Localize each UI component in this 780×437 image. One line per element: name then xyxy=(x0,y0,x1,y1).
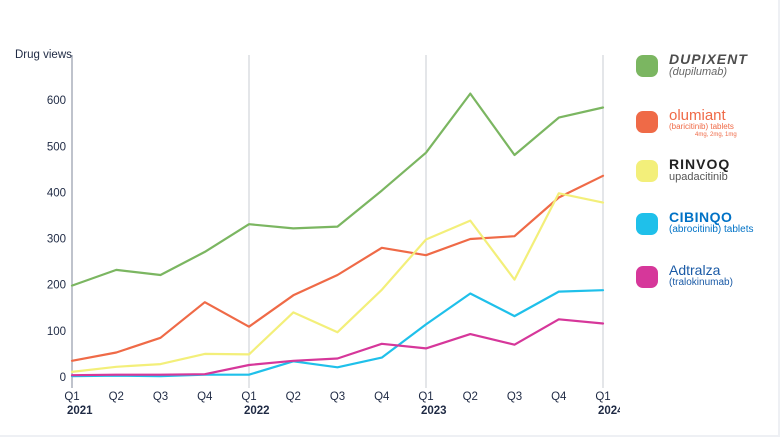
legend-brand-rinvoq: RINVOQ upadacitinib xyxy=(669,157,730,183)
legend-item-cibinqo: CIBINQO (abrocitinib) tablets xyxy=(636,210,776,240)
year-label: 2021 xyxy=(67,405,93,417)
x-tick-label: Q4 xyxy=(197,391,213,403)
legend-sublabel: (abrocitinib) tablets xyxy=(669,224,754,235)
year-label: 2023 xyxy=(421,405,447,417)
x-tick-label: Q1 xyxy=(595,391,610,403)
legend-brand-cibinqo: CIBINQO (abrocitinib) tablets xyxy=(669,210,753,235)
series-lines xyxy=(70,92,605,378)
legend-swatch-rinvoq xyxy=(636,160,658,182)
x-tick-label: Q4 xyxy=(374,391,390,403)
legend-item-olumiant: olumiant (baricitinib) tablets 4mg, 2mg, 1… xyxy=(636,108,776,138)
x-tick-label: Q1 xyxy=(241,391,256,403)
legend-label: olumiant xyxy=(669,107,726,124)
legend-item-adtralza: Adtralza (tralokinumab) xyxy=(636,263,776,293)
y-tick-label: 0 xyxy=(60,372,66,384)
x-tick-label: Q1 xyxy=(64,391,79,403)
series-line-rinvoq xyxy=(70,192,605,373)
legend-swatch-olumiant xyxy=(636,111,658,133)
y-axis-label: Drug views xyxy=(15,49,72,61)
frame-border-bottom xyxy=(0,435,780,437)
legend-label: RINVOQ xyxy=(669,156,731,172)
legend-sublabel: (dupilumab) xyxy=(669,66,728,78)
legend-sublabel: upadacitinib xyxy=(669,171,728,183)
x-tick-label: Q2 xyxy=(463,391,478,403)
legend-label: CIBINQO xyxy=(669,209,733,225)
x-tick-label: Q2 xyxy=(109,391,124,403)
legend-label: DUPIXENT xyxy=(669,51,748,67)
legend-label: Adtralza xyxy=(669,262,721,278)
legend-brand-adtralza: Adtralza (tralokinumab) xyxy=(669,263,733,288)
x-axis: Q1 Q2 Q3 Q4 Q1 Q2 Q3 Q4 Q1 Q2 Q3 Q4 Q1 2021 2022 2023 20… xyxy=(64,391,620,417)
legend-swatch-dupixent xyxy=(636,55,658,77)
series-line-cibinqo xyxy=(70,289,605,378)
legend-brand-dupixent: DUPIXENT (dupilumab) xyxy=(669,52,748,78)
x-tick-label: Q4 xyxy=(551,391,567,403)
legend-brand-olumiant: olumiant (baricitinib) tablets 4mg, 2mg, 1… xyxy=(669,108,737,138)
x-tick-label: Q3 xyxy=(330,391,345,403)
y-tick-label: 300 xyxy=(47,234,66,246)
y-tick-label: 100 xyxy=(47,326,66,338)
frame-border-right xyxy=(778,0,780,437)
x-tick-label: Q2 xyxy=(286,391,301,403)
y-tick-label: 400 xyxy=(47,187,66,199)
x-tick-label: Q3 xyxy=(153,391,168,403)
y-axis-ticks: 0 100 200 300 400 500 600 xyxy=(47,95,66,384)
x-tick-label: Q3 xyxy=(507,391,522,403)
year-label: 2024 xyxy=(598,405,620,417)
series-line-dupixent xyxy=(70,92,605,287)
y-tick-label: 200 xyxy=(47,280,66,292)
legend-swatch-adtralza xyxy=(636,266,658,288)
legend-sublabel: (tralokinumab) xyxy=(669,277,733,288)
legend-note: 4mg, 2mg, 1mg xyxy=(695,131,737,138)
vertical-gridlines xyxy=(71,55,604,388)
legend-swatch-cibinqo xyxy=(636,213,658,235)
series-line-adtralza xyxy=(70,318,605,377)
y-tick-label: 600 xyxy=(47,95,66,107)
year-label: 2022 xyxy=(244,405,270,417)
legend-item-dupixent: DUPIXENT (dupilumab) xyxy=(636,52,776,82)
series-line-olumiant xyxy=(70,174,605,362)
y-tick-label: 500 xyxy=(47,141,66,153)
legend-item-rinvoq: RINVOQ upadacitinib xyxy=(636,157,776,187)
x-tick-label: Q1 xyxy=(418,391,433,403)
legend-sublabel: (baricitinib) tablets xyxy=(669,122,734,131)
